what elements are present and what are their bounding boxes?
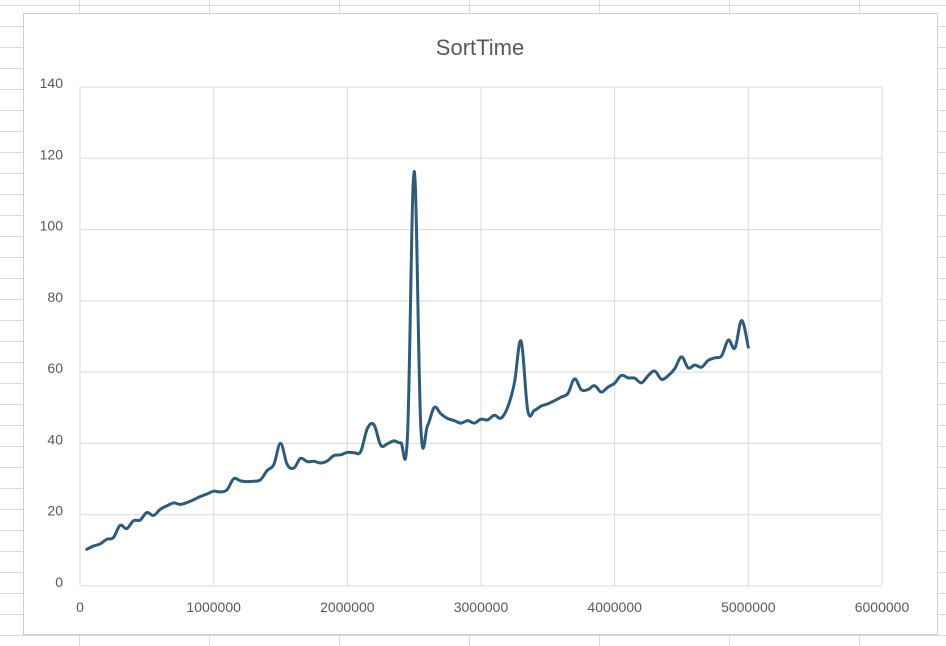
x-tick-label: 2000000 (320, 599, 375, 615)
x-tick-label: 0 (76, 599, 84, 615)
y-tick-label: 0 (55, 574, 63, 590)
line-chart: SortTime 0 20 40 60 80 100 120 140 0 1000000 2000… (40, 35, 910, 615)
x-tick-label: 4000000 (587, 599, 642, 615)
y-tick-label: 20 (47, 503, 63, 519)
y-axis-ticks: 0 20 40 60 80 100 120 140 (40, 75, 64, 590)
x-tick-label: 1000000 (186, 599, 241, 615)
chart-area: SortTime 0 20 40 60 80 100 120 140 0 1000000 2000… (23, 13, 938, 635)
gridlines (79, 86, 883, 587)
y-tick-label: 120 (40, 146, 64, 162)
chart-title: SortTime (436, 35, 524, 60)
y-tick-label: 140 (40, 75, 64, 91)
y-tick-label: 40 (47, 431, 63, 447)
sorttime-series-line (85, 169, 750, 551)
y-tick-label: 60 (47, 360, 63, 376)
x-tick-label: 3000000 (454, 599, 509, 615)
y-tick-label: 80 (47, 289, 63, 305)
x-tick-label: 6000000 (855, 599, 910, 615)
x-axis-ticks: 0 1000000 2000000 3000000 4000000 5000000 6000… (76, 599, 909, 615)
y-tick-label: 100 (40, 218, 64, 234)
x-tick-label: 5000000 (721, 599, 776, 615)
